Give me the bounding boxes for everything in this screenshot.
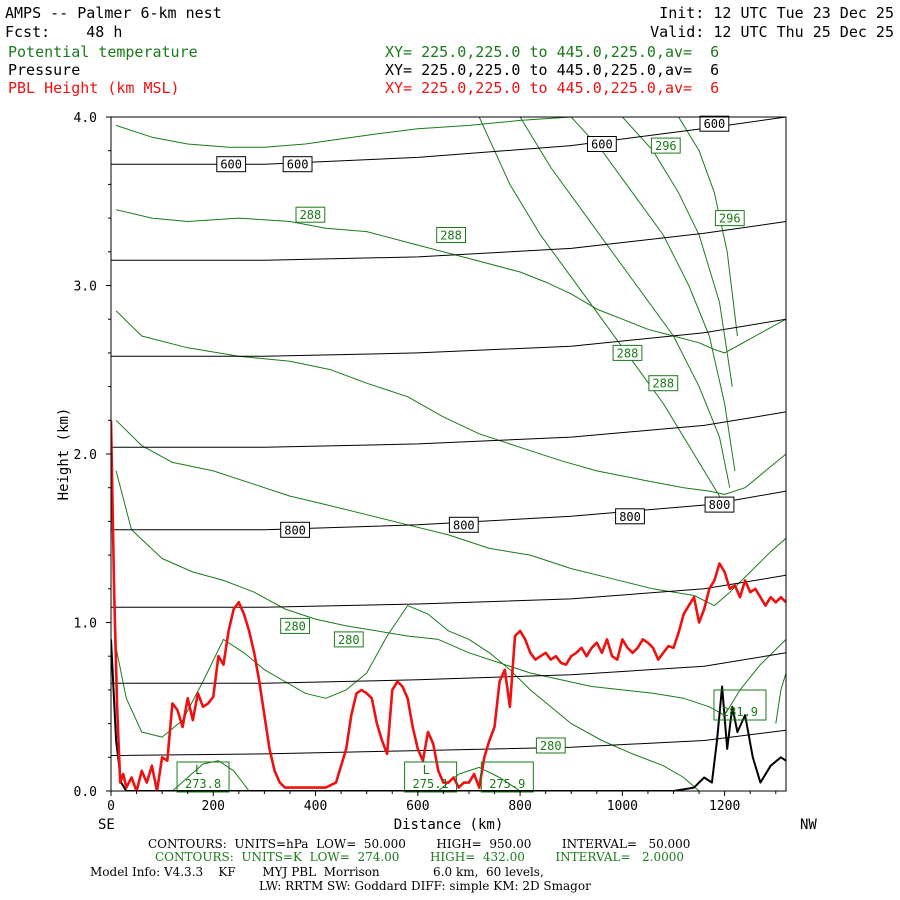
x-tick-label-5: 1000 xyxy=(607,799,638,814)
pressure-contour-6 xyxy=(111,652,786,684)
low-box-1 xyxy=(404,761,458,793)
terrain-line xyxy=(111,639,786,791)
pressure-label-7: 800 xyxy=(709,498,731,512)
theta-label-1-box xyxy=(436,227,467,243)
pressure-contour-1 xyxy=(111,221,786,261)
theta-contour-steep-4 xyxy=(678,117,738,337)
pbl-height-line xyxy=(111,420,786,791)
theta-contour-steep-2 xyxy=(570,117,736,471)
low-box-0 xyxy=(176,761,230,793)
theta-contour-4 xyxy=(115,470,786,716)
pressure-label-6-box xyxy=(615,508,645,525)
y-tick-label-0: 0.0 xyxy=(74,785,97,800)
y-axis-label: Height (km) xyxy=(56,408,72,501)
pressure-contour-5 xyxy=(111,574,786,608)
pressure-contour-3 xyxy=(111,411,786,448)
pressure-label-5: 800 xyxy=(453,518,475,532)
x-tick-label-0: 0 xyxy=(107,799,115,814)
pressure-label-3-box xyxy=(699,115,730,132)
pressure-label-4: 800 xyxy=(284,523,306,537)
x-axis-label: Distance (km) xyxy=(394,817,504,833)
x-tick-label-2: 400 xyxy=(304,799,327,814)
pressure-label-0-box xyxy=(216,156,247,173)
theta-contour-steep-0 xyxy=(478,117,726,505)
theta-label-3-box xyxy=(648,375,679,392)
pressure-label-5-box xyxy=(448,516,479,533)
footer-model-info: Model Info: V4.3.3 KF MYJ PBL Morrison 6… xyxy=(90,865,544,879)
forecast-hour: Fcst: 48 h xyxy=(5,23,123,41)
plot-area xyxy=(111,117,786,791)
theta-label-8: 280 xyxy=(540,739,562,753)
pressure-contour-7 xyxy=(111,729,786,757)
low-letter-0: L xyxy=(195,763,202,777)
pressure-label-4-box xyxy=(280,521,311,538)
pressure-contour-0 xyxy=(111,117,786,165)
theta-label-1: 288 xyxy=(440,228,462,242)
xy-pressure: XY= 225.0,225.0 to 445.0,225.0,av= 6 xyxy=(385,61,720,79)
y-tick-label-4: 4.0 xyxy=(74,111,97,126)
x-tick-label-1: 200 xyxy=(202,799,225,814)
theta-label-8-box xyxy=(535,737,566,754)
xy-pbl: XY= 225.0,225.0 to 445.0,225.0,av= 6 xyxy=(385,79,720,97)
pressure-label-6: 800 xyxy=(619,510,641,524)
low-value-3: 281.9 xyxy=(722,705,758,719)
x-end-label-left: SE xyxy=(98,817,115,833)
theta-label-4: 296 xyxy=(655,139,677,153)
low-box-3 xyxy=(713,689,767,721)
theta-label-0: 288 xyxy=(300,208,322,222)
theta-contour-steep-3 xyxy=(622,117,733,387)
theta-contour-2 xyxy=(115,310,786,495)
theta-label-2-box xyxy=(612,344,643,361)
theta-label-5: 296 xyxy=(719,212,741,226)
low-letter-1: L xyxy=(423,763,430,777)
theta-contour-3 xyxy=(115,419,786,607)
theta-label-7-box xyxy=(333,631,364,648)
x-end-label-right: NW xyxy=(800,817,817,833)
field-pbl-label: PBL Height (km MSL) xyxy=(8,79,180,97)
pressure-label-1: 600 xyxy=(287,158,309,172)
footer-physics-info: LW: RRTM SW: Goddard DIFF: simple KM: 2D… xyxy=(259,879,591,893)
pressure-label-2: 600 xyxy=(591,137,613,151)
x-tick-label-3: 600 xyxy=(406,799,429,814)
low-box-2 xyxy=(480,761,534,793)
field-theta-label: Potential temperature xyxy=(8,43,198,61)
theta-label-0-box xyxy=(295,206,326,223)
theta-contour-5 xyxy=(115,605,700,791)
footer-theta-contours: CONTOURS: UNITS=K LOW= 274.00 HIGH= 432.… xyxy=(155,850,684,864)
plot-frame xyxy=(110,116,787,792)
pressure-contour-4 xyxy=(111,490,786,531)
theta-label-6-box xyxy=(280,617,311,634)
pressure-label-3: 600 xyxy=(704,117,726,131)
y-tick-label-3: 3.0 xyxy=(74,280,97,295)
theta-label-5-box xyxy=(714,210,745,227)
field-pressure-label: Pressure xyxy=(8,61,81,79)
x-tick-label-6: 1200 xyxy=(709,799,740,814)
theta-label-6: 280 xyxy=(284,619,306,633)
pressure-label-7-box xyxy=(704,496,735,513)
theta-label-7: 280 xyxy=(338,633,360,647)
y-tick-label-1: 1.0 xyxy=(74,617,97,632)
theta-contour-8 xyxy=(775,672,786,724)
theta-label-3: 288 xyxy=(652,377,674,391)
low-value-0: 273.8 xyxy=(185,777,221,791)
footer-pressure-contours: CONTOURS: UNITS=hPa LOW= 50.000 HIGH= 95… xyxy=(148,837,691,851)
pressure-label-0: 600 xyxy=(220,158,242,172)
x-tick-label-4: 800 xyxy=(508,799,531,814)
theta-contour-0 xyxy=(115,117,786,148)
pressure-label-1-box xyxy=(282,156,313,173)
init-time: Init: 12 UTC Tue 23 Dec 25 xyxy=(659,4,894,22)
chart-title: AMPS -- Palmer 6-km nest xyxy=(5,4,222,22)
xy-theta: XY= 225.0,225.0 to 445.0,225.0,av= 6 xyxy=(385,43,720,61)
theta-label-4-box xyxy=(650,137,681,154)
pressure-label-2-box xyxy=(587,136,617,152)
theta-contour-1 xyxy=(115,209,786,354)
low-value-2: 275.9 xyxy=(489,777,525,791)
y-tick-label-2: 2.0 xyxy=(74,448,97,463)
low-value-1: 275.1 xyxy=(413,777,449,791)
theta-label-2: 288 xyxy=(617,346,639,360)
valid-time: Valid: 12 UTC Thu 25 Dec 25 xyxy=(650,23,894,41)
pressure-contour-2 xyxy=(111,318,786,357)
theta-contour-steep-1 xyxy=(519,117,731,488)
